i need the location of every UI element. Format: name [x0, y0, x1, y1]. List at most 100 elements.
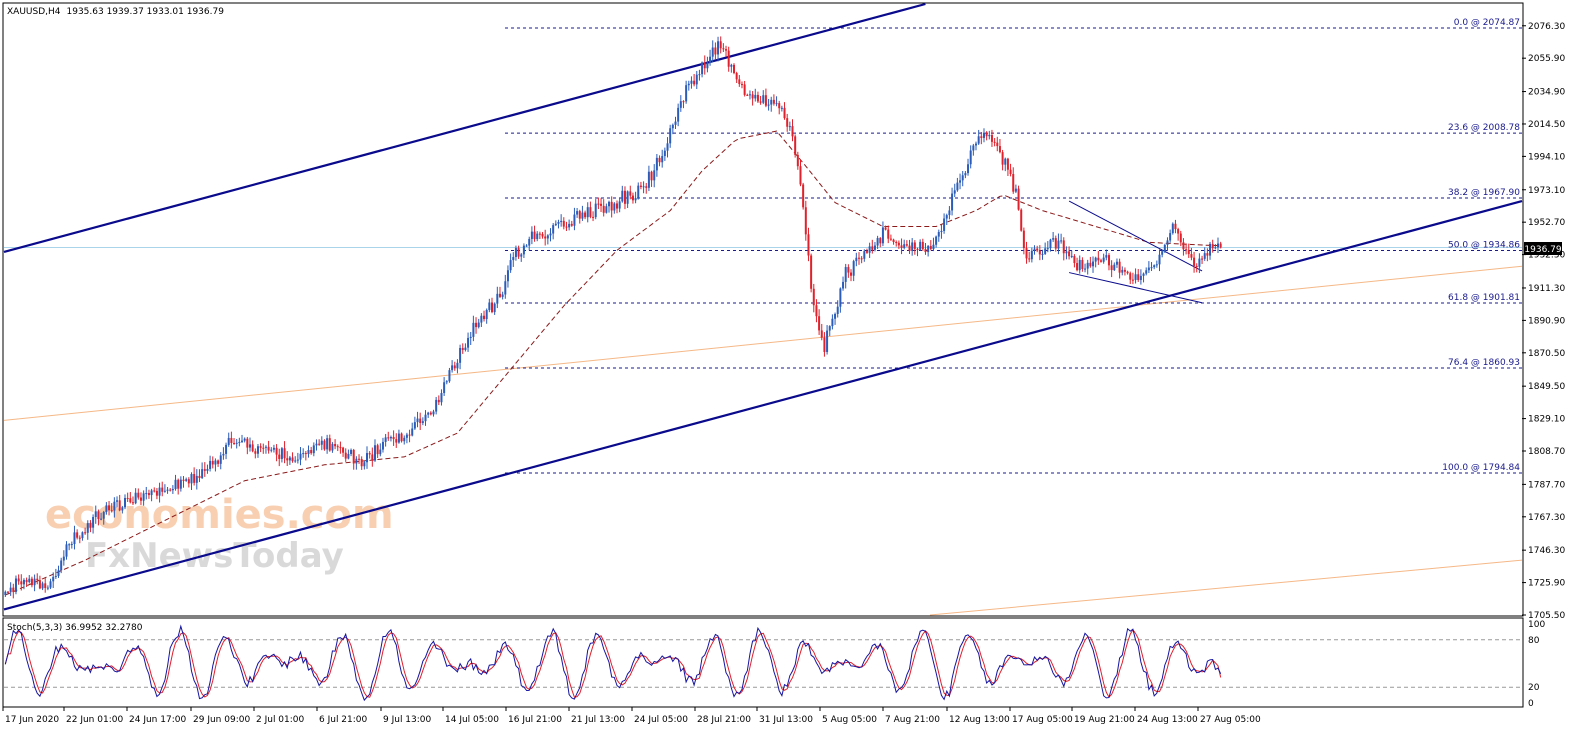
candle-body [1134, 274, 1137, 280]
y-tick-label: 1849.50 [1528, 382, 1565, 392]
candle-body [400, 433, 403, 442]
candle-body [1137, 274, 1140, 280]
candle [408, 429, 411, 443]
candle-body [698, 74, 701, 76]
candle [953, 183, 956, 198]
candle [490, 297, 493, 314]
candle-body [791, 126, 794, 137]
candle-body [1081, 259, 1084, 270]
candle-body [610, 201, 613, 211]
candle-body [350, 449, 353, 454]
candle [972, 143, 975, 156]
candle [560, 214, 563, 227]
candle [730, 63, 733, 73]
candle-body [517, 248, 520, 257]
candle-body [464, 347, 467, 350]
fib-level-label: 50.0 @ 1934.86 [1448, 241, 1520, 251]
candle-body [1052, 238, 1055, 240]
candle [472, 315, 475, 342]
candle-body [756, 94, 759, 102]
candle-body [775, 103, 778, 105]
candle [924, 242, 927, 255]
candle-body [1126, 271, 1129, 274]
candle [270, 447, 273, 453]
candle [1092, 256, 1095, 273]
candle [570, 220, 573, 227]
thin-trend-upper [3, 265, 1523, 421]
candle-body [1190, 254, 1193, 258]
candle [76, 529, 79, 540]
candle [863, 249, 866, 262]
candle-body [451, 365, 454, 371]
candle [501, 291, 504, 300]
candle-body [977, 136, 980, 144]
candle-body [54, 575, 57, 577]
candle-body [84, 532, 87, 534]
candle-body [953, 190, 956, 194]
candle-body [251, 444, 254, 452]
candle-body [557, 222, 560, 224]
candle-body [368, 453, 371, 455]
candle [990, 129, 993, 147]
candle [334, 439, 337, 450]
candle [679, 95, 682, 112]
candle [177, 478, 180, 495]
candle [1078, 255, 1081, 274]
x-tick-label: 24 Jul 05:00 [634, 715, 688, 725]
candle-body [1068, 251, 1071, 257]
stoch-title: Stoch(5,3,3) 36.9952 32.2780 [7, 623, 143, 633]
candle-body [483, 315, 486, 320]
candle-body [884, 227, 887, 230]
candle-body [661, 156, 664, 163]
candle-body [600, 203, 603, 206]
candle [286, 451, 289, 466]
y-tick-label: 1767.30 [1528, 513, 1565, 523]
candle [483, 310, 486, 322]
candle [778, 100, 781, 115]
candle [759, 95, 762, 105]
candle [1209, 241, 1212, 260]
candle-body [153, 490, 156, 492]
candle [22, 578, 25, 590]
candle-body [927, 245, 930, 253]
candle [1145, 267, 1148, 276]
candle-body [440, 393, 443, 403]
candle [20, 574, 23, 591]
candle [38, 575, 41, 590]
candle [932, 237, 935, 252]
candle-body [855, 257, 858, 262]
candle-body [969, 150, 972, 165]
x-tick-label: 14 Jul 05:00 [445, 715, 499, 725]
candle [887, 225, 890, 244]
candle [780, 105, 783, 112]
candle [6, 590, 9, 594]
candle [296, 452, 299, 464]
candle-body [9, 587, 12, 593]
candle [1171, 222, 1174, 235]
candle-body [169, 489, 172, 491]
candle [557, 219, 560, 229]
candle-body [496, 293, 499, 304]
candle-body [1089, 262, 1092, 267]
candle-body [490, 302, 493, 313]
candle-body [549, 233, 552, 236]
candle-body [315, 443, 318, 446]
candle-body [937, 232, 940, 237]
candle [57, 565, 60, 578]
candle [1118, 258, 1121, 279]
channel-upper-line [3, 2, 926, 253]
candle-body [844, 267, 847, 282]
candle-body [637, 185, 640, 199]
stoch-tick-label: 100 [1528, 620, 1545, 630]
candle-body [158, 487, 161, 496]
candle [158, 482, 161, 503]
candle [424, 410, 427, 426]
candle [469, 331, 472, 345]
candle-body [932, 244, 935, 250]
candle-body [873, 245, 876, 250]
candle [1190, 247, 1193, 261]
candle [645, 182, 648, 194]
candle-body [706, 62, 709, 69]
candle [695, 70, 698, 89]
candle [283, 441, 286, 464]
